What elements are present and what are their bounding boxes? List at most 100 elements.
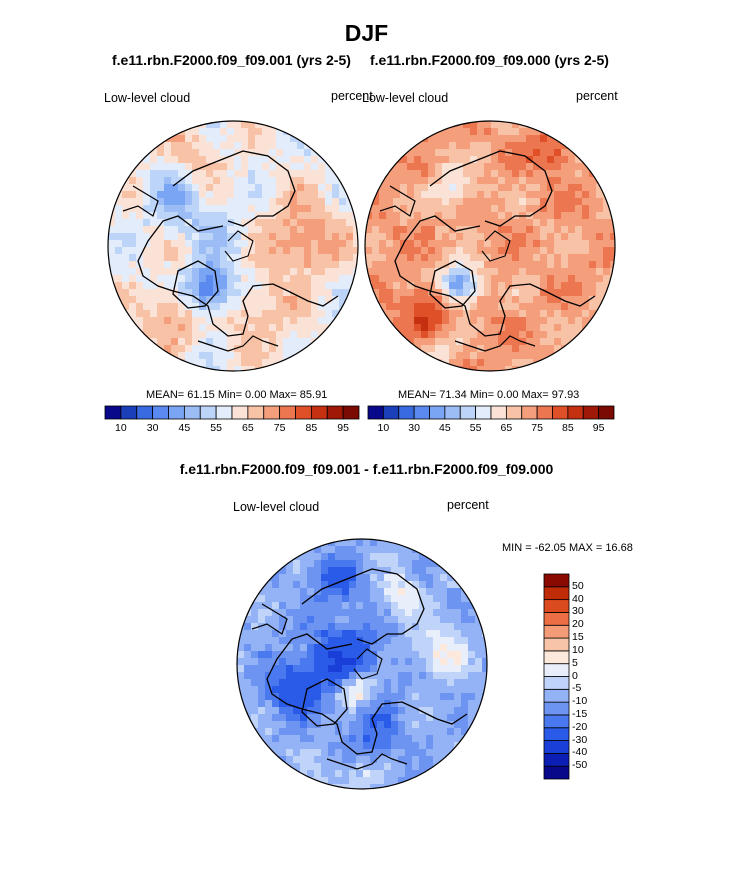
field-cell [372,268,380,276]
field-cell [377,735,385,743]
field-cell [391,707,399,715]
field-cell [491,303,499,311]
field-cell [335,581,343,589]
field-cell [265,686,273,694]
field-cell [363,763,371,771]
field-cell [318,191,326,199]
field-cell [377,763,385,771]
field-cell [258,609,266,617]
field-cell [157,317,165,325]
field-cell [491,219,499,227]
field-cell [547,317,555,325]
field-cell [314,665,322,673]
field-cell [297,310,305,318]
field-cell [318,247,326,255]
field-cell [171,177,179,185]
field-cell [454,686,462,694]
field-cell [412,560,420,568]
field-cell [199,359,207,367]
field-cell [370,574,378,582]
field-cell [449,233,457,241]
colorbar-swatch [543,676,570,690]
field-cell [300,686,308,694]
field-cell [398,784,406,789]
field-cell [349,714,357,722]
field-cell [150,156,158,164]
field-cell [244,616,252,624]
field-cell [498,345,506,353]
field-cell [386,177,394,185]
field-cell [463,184,471,192]
field-cell [426,644,434,652]
field-cell [290,254,298,262]
field-cell [426,693,434,701]
field-cell [192,170,200,178]
field-cell [171,310,179,318]
field-cell [185,345,193,353]
field-cell [407,170,415,178]
field-cell [115,219,123,227]
island-outline [224,230,254,262]
field-cell [178,324,186,332]
field-cell [276,338,284,346]
field-cell [328,588,336,596]
field-cell [512,156,520,164]
field-cell [356,644,364,652]
field-cell [491,198,499,206]
field-cell [405,742,413,750]
field-cell [554,331,562,339]
field-cell [227,198,235,206]
field-cell [421,303,429,311]
colorbar-1 [104,405,360,420]
field-cell [433,623,441,631]
field-cell [533,282,541,290]
field-cell [414,219,422,227]
field-cell [349,630,357,638]
field-cell [227,338,235,346]
field-cell [461,609,469,617]
field-cell [433,637,441,645]
field-cell [540,338,548,346]
field-cell [227,296,235,304]
field-cell [241,177,249,185]
field-cell [300,749,308,757]
field-cell [199,135,207,143]
field-cell [442,135,450,143]
field-cell [484,177,492,185]
field-cell [540,317,548,325]
field-cell [255,338,263,346]
field-cell [143,317,151,325]
field-cell [255,135,263,143]
field-cell [405,623,413,631]
field-cell [283,282,291,290]
field-cell [379,205,387,213]
field-cell [171,156,179,164]
field-cell [150,296,158,304]
field-cell [164,212,172,220]
field-cell [234,366,242,371]
field-cell [470,205,478,213]
field-cell [407,226,415,234]
field-cell [325,268,333,276]
field-cell [393,303,401,311]
field-cell [314,693,322,701]
field-cell [129,191,137,199]
field-cell [561,289,569,297]
field-cell [115,275,123,283]
field-cell [421,261,429,269]
field-cell [384,714,392,722]
field-cell [143,156,151,164]
field-cell [433,756,441,764]
field-cell [456,128,464,136]
field-cell [456,352,464,360]
field-cell [272,595,280,603]
field-cell [449,275,457,283]
field-cell [150,247,158,255]
field-cell [122,289,130,297]
field-cell [178,156,186,164]
field-cell [398,665,406,673]
field-cell [596,205,604,213]
field-cell [129,303,137,311]
field-cell [498,212,506,220]
field-cell [272,651,280,659]
